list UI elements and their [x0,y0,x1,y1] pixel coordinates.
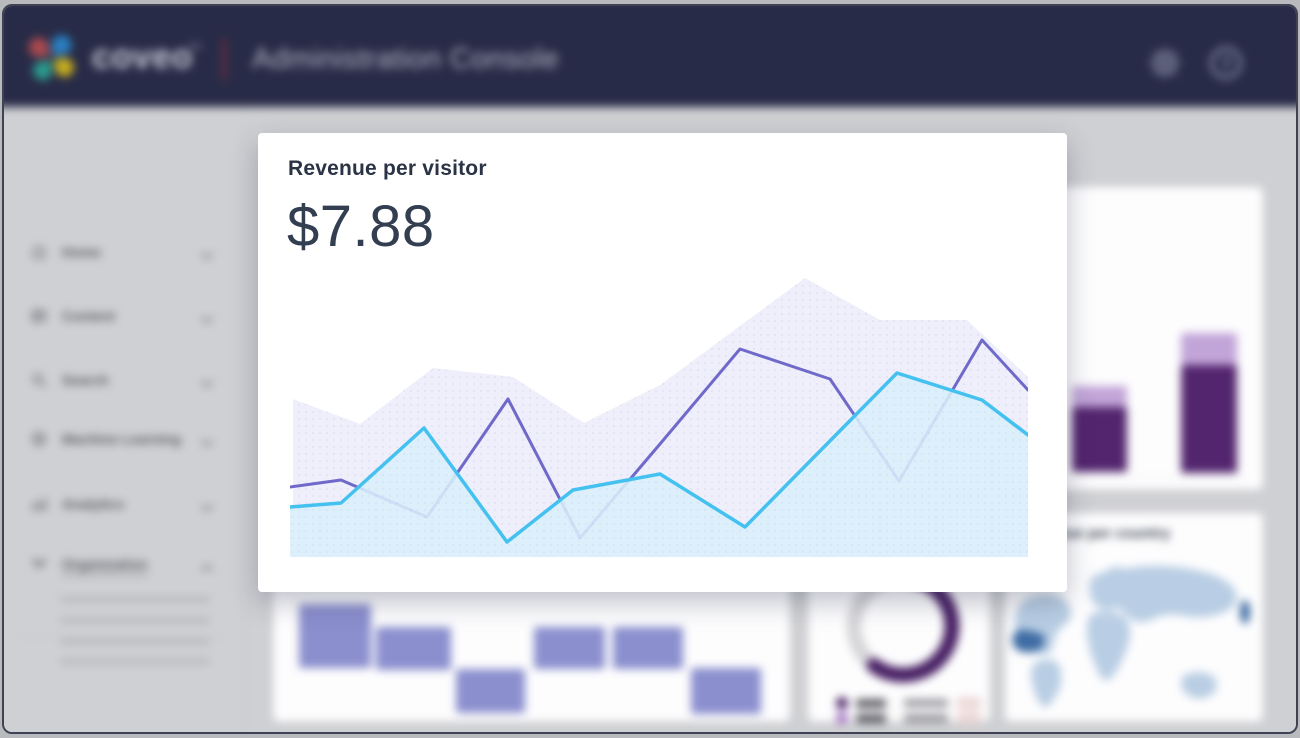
legend-badge [956,697,982,709]
stacked-bar-body-segment [1072,407,1127,472]
sidebar-item-label: Machine Learning [62,431,182,447]
legend-label-placeholder [856,699,886,708]
organization-icon [30,555,48,578]
search-icon [30,371,48,394]
trend-line-chart [290,278,1028,557]
chevron-down-icon [200,248,214,266]
home-icon [30,243,48,266]
sidebar-item-analytics[interactable]: Analytics [4,493,245,517]
app-window: coveo TM Administration Console ? [2,4,1298,734]
settings-gear-icon[interactable] [1148,46,1182,85]
chevron-down-icon [200,435,214,453]
sidebar-item-search[interactable]: Search [4,369,245,393]
legend-label-placeholder [856,714,886,723]
legend-dot [836,697,848,709]
map-region-united-states [1012,629,1045,653]
legend-badge [956,712,982,724]
coveo-logo[interactable] [27,34,79,85]
blurred-background: coveo TM Administration Console ? [4,6,1296,732]
svg-text:?: ? [1220,55,1232,76]
trademark-mark: TM [188,42,201,52]
help-icon[interactable]: ? [1207,44,1245,87]
bar-chart-axis-line [1020,477,1248,478]
sidebar-item-label: Analytics [62,496,125,512]
sidebar-item-label: Content [62,308,115,324]
waterfall-bar [299,604,371,668]
organization-sub-item-placeholder[interactable] [60,639,210,644]
sidebar-item-machine-learning[interactable]: Machine Learning [4,428,245,452]
waterfall-chart-card [273,568,790,722]
sidebar-item-label: Search [62,372,109,388]
waterfall-bar [456,669,525,713]
analytics-icon [30,495,48,518]
brand-wordmark: coveo [92,38,193,76]
legend-dot [836,712,848,724]
cyan-series-dots [290,373,1028,557]
legend-value-placeholder [904,714,948,722]
waterfall-bar [534,627,605,669]
logo-petal-teal [32,60,54,82]
world-map-choropleth [1012,565,1250,708]
stacked-bar-body-segment [1181,365,1237,473]
map-region-japan [1240,600,1250,624]
logo-petal-red [27,36,50,59]
logo-petal-blue [50,34,73,57]
chevron-down-icon [200,312,214,330]
sidebar-item-label: Home [62,244,101,260]
app-title: Administration Console [252,43,559,75]
revenue-per-country-card: Revenue per country [1005,513,1263,722]
sidebar-footer-divider [16,636,231,637]
sidebar-nav: Home Content Search Machine Learning Analyti… [4,107,246,732]
content-icon [30,307,48,330]
metric-value: $7.88 [287,194,435,259]
top-header-bar: coveo TM Administration Console ? [4,6,1296,107]
chevron-up-icon [200,560,214,578]
legend-value-placeholder [904,699,948,707]
organization-sub-item-placeholder[interactable] [60,618,210,623]
sidebar-item-home[interactable]: Home [4,241,245,265]
organization-sub-item-placeholder[interactable] [60,597,210,602]
legend-row-divider [832,710,982,711]
sidebar-item-organization[interactable]: Organization [4,553,245,577]
stacked-bar-cap-segment [1181,333,1237,365]
sidebar-item-label: Organization [62,556,148,575]
focus-card-title: Revenue per visitor [288,157,487,180]
organization-sub-item-placeholder[interactable] [60,659,210,664]
machine-learning-icon [30,430,48,453]
logo-petal-yellow [53,56,75,78]
waterfall-bar [613,627,683,669]
chevron-down-icon [200,376,214,394]
sidebar-item-content[interactable]: Content [4,305,245,329]
waterfall-bar [691,668,761,714]
cyan-series-line [290,371,1028,544]
revenue-per-visitor-card: Revenue per visitor $7.88 [258,133,1067,592]
stacked-bar-cap-segment [1072,386,1127,407]
header-divider [222,38,226,80]
waterfall-bar [376,627,451,670]
chevron-down-icon [200,500,214,518]
